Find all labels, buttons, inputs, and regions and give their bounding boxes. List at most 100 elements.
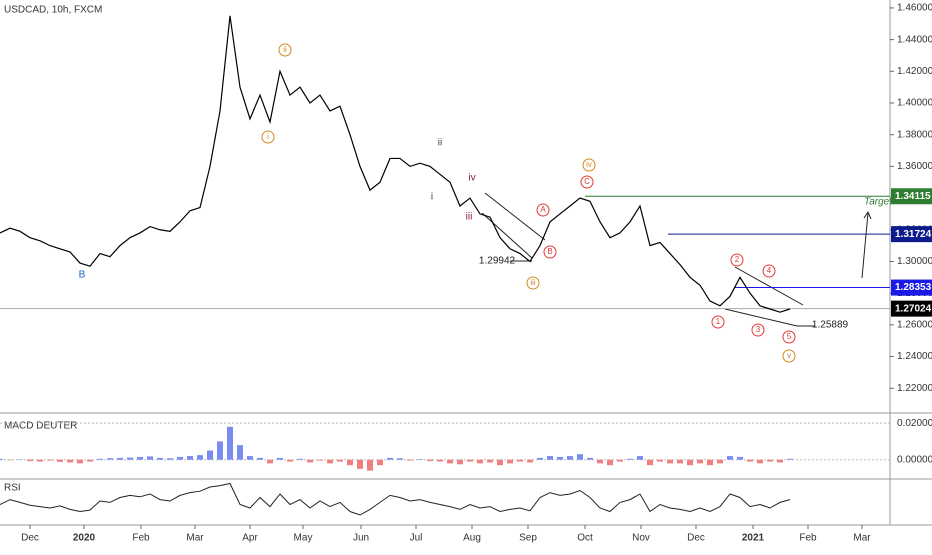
macd-bar xyxy=(387,458,393,460)
y-tick-label: 1.24000 xyxy=(897,351,932,362)
macd-bar xyxy=(677,460,683,464)
x-tick-label: Mar xyxy=(853,533,871,544)
y-tick-label: 1.36000 xyxy=(897,161,932,172)
chart-title: USDCAD, 10h, FXCM xyxy=(4,5,102,16)
annotation: 1.25889 xyxy=(812,320,849,331)
macd-bar xyxy=(487,460,493,463)
macd-bar xyxy=(667,460,673,464)
annotation: ii xyxy=(283,45,287,54)
x-tick-label: Feb xyxy=(799,533,817,544)
macd-bar xyxy=(507,460,513,464)
pane-title: RSI xyxy=(4,483,21,494)
macd-bar xyxy=(87,460,93,462)
macd-bar xyxy=(407,460,413,461)
x-tick-label: Oct xyxy=(577,533,593,544)
x-tick-label: Mar xyxy=(186,533,204,544)
macd-bar xyxy=(557,457,563,460)
macd-bar xyxy=(97,459,103,460)
macd-bar xyxy=(647,460,653,465)
macd-bar xyxy=(727,456,733,460)
macd-bar xyxy=(687,460,693,465)
annotation: 4 xyxy=(767,266,772,275)
macd-bar xyxy=(107,458,113,459)
macd-bar xyxy=(787,459,793,460)
macd-bar xyxy=(627,459,633,460)
y-tick-label: 1.30000 xyxy=(897,256,932,267)
macd-bar xyxy=(297,459,303,460)
macd-bar xyxy=(737,457,743,460)
x-tick-label: Dec xyxy=(21,533,39,544)
macd-bar xyxy=(357,460,363,469)
annotation: 2 xyxy=(735,255,740,264)
annotation: C xyxy=(584,177,590,186)
macd-bar xyxy=(447,460,453,464)
level-label: 1.28353 xyxy=(895,282,932,293)
level-label: 1.27024 xyxy=(895,303,932,314)
y-tick-label: 0.02000 xyxy=(897,418,932,429)
macd-bar xyxy=(777,460,783,463)
macd-bar xyxy=(117,458,123,460)
annotation: iii xyxy=(530,278,536,287)
macd-bar xyxy=(707,460,713,465)
macd-bar xyxy=(247,456,253,460)
annotation: A xyxy=(540,205,546,214)
y-tick-label: 1.46000 xyxy=(897,3,932,14)
macd-bar xyxy=(417,459,423,460)
macd-bar xyxy=(147,456,153,459)
annotation: 1.29942 xyxy=(479,256,516,267)
macd-bar xyxy=(227,427,233,460)
x-tick-label: Sep xyxy=(519,533,537,544)
macd-bar xyxy=(137,457,143,460)
x-tick-label: Apr xyxy=(242,533,258,544)
y-tick-label: 1.22000 xyxy=(897,383,932,394)
macd-bar xyxy=(287,460,293,462)
macd-bar xyxy=(717,460,723,464)
macd-bar xyxy=(497,460,503,465)
macd-bar xyxy=(67,460,73,463)
x-tick-label: 2021 xyxy=(742,533,765,544)
macd-bar xyxy=(267,460,273,464)
macd-bar xyxy=(0,459,3,460)
macd-bar xyxy=(127,458,133,460)
macd-bar xyxy=(337,460,343,462)
macd-bar xyxy=(527,460,533,463)
macd-bar xyxy=(7,460,13,461)
annotation: i xyxy=(267,132,269,141)
y-tick-label: 0.00000 xyxy=(897,454,932,465)
macd-bar xyxy=(187,456,193,460)
x-tick-label: Dec xyxy=(687,533,705,544)
macd-bar xyxy=(607,460,613,465)
x-tick-label: Aug xyxy=(463,533,481,544)
y-tick-label: 1.40000 xyxy=(897,98,932,109)
macd-bar xyxy=(207,451,213,460)
y-tick-label: 1.26000 xyxy=(897,319,932,330)
macd-bar xyxy=(427,460,433,461)
annotation: iv xyxy=(468,173,475,184)
macd-bar xyxy=(517,460,523,462)
y-tick-label: 1.44000 xyxy=(897,34,932,45)
macd-bar xyxy=(467,460,473,462)
macd-bar xyxy=(77,460,83,464)
annotation: i xyxy=(431,192,433,203)
macd-bar xyxy=(637,456,643,460)
x-tick-label: Nov xyxy=(632,533,650,544)
x-tick-label: 2020 xyxy=(73,533,96,544)
macd-bar xyxy=(177,457,183,460)
macd-bar xyxy=(167,458,173,459)
pane-title: MACD DEUTER xyxy=(4,421,77,432)
annotation: iv xyxy=(586,160,592,169)
annotation: B xyxy=(79,270,86,281)
annotation: B xyxy=(547,247,552,256)
annotation: iii xyxy=(466,212,473,223)
level-label: 1.34115 xyxy=(895,191,931,202)
macd-bar xyxy=(257,458,263,460)
macd-bar xyxy=(767,460,773,462)
macd-bar xyxy=(37,460,43,462)
macd-bar xyxy=(307,460,313,463)
macd-bar xyxy=(567,456,573,460)
macd-bar xyxy=(367,460,373,471)
x-tick-label: Feb xyxy=(132,533,150,544)
